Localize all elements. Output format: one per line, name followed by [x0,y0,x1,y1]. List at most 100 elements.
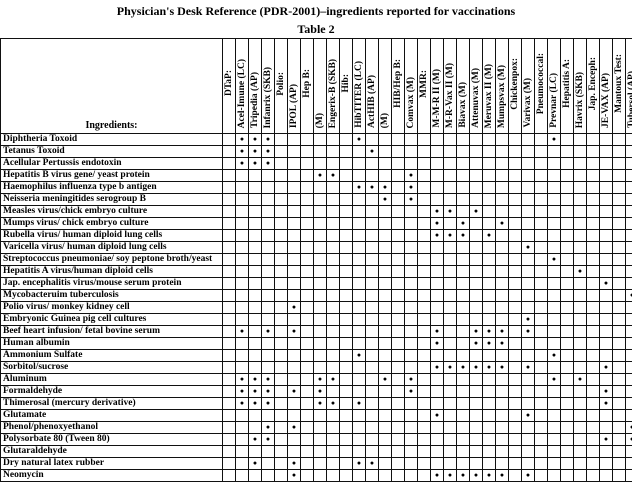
empty-cell [430,181,444,194]
column-label: Hepatitis A: [562,59,572,108]
empty-cell [560,445,574,458]
empty-cell [378,205,392,218]
empty-cell [469,421,483,434]
empty-cell [573,397,587,410]
ingredient-present-dot: ● [430,409,444,422]
empty-cell [404,277,418,290]
empty-cell [534,265,548,278]
empty-cell [521,373,535,386]
ingredient-present-dot: ● [287,325,301,338]
empty-cell [313,145,327,158]
empty-cell [482,157,496,170]
empty-cell [586,433,600,446]
empty-cell [352,289,366,302]
ingredient-present-dot: ● [482,469,496,482]
empty-cell [222,241,236,254]
vaccine-column-header: M-M-R II (M) [430,38,444,134]
empty-cell [404,289,418,302]
vaccine-column-header: Biavax (M) [456,38,470,134]
empty-cell [404,421,418,434]
empty-cell [300,349,314,362]
empty-cell [378,265,392,278]
empty-cell [612,145,626,158]
empty-cell [612,157,626,170]
column-label: Varivax (M) [523,78,533,128]
empty-cell [612,373,626,386]
table-row: Jap. encephalitis virus/mouse serum prot… [0,277,632,290]
empty-cell [586,193,600,206]
empty-cell [560,229,574,242]
vaccine-column-header: Infanrix (SKB) [261,38,275,134]
empty-cell [417,409,431,422]
empty-cell [469,265,483,278]
empty-cell [482,217,496,230]
empty-cell [573,301,587,314]
empty-cell [625,241,632,254]
empty-cell [443,169,457,182]
empty-cell [313,469,327,482]
empty-cell [534,421,548,434]
empty-cell [417,133,431,146]
table-row: Hepatitis B virus gene/ yeast protein ● ● ● [0,169,632,182]
vaccine-category-header: Mantoux Test: [612,38,626,134]
empty-cell [482,241,496,254]
empty-cell [508,217,522,230]
empty-cell [456,157,470,170]
empty-cell [274,373,288,386]
empty-cell [274,181,288,194]
column-label: Attenuvax (M) [471,68,481,128]
empty-cell [469,289,483,302]
empty-cell [300,421,314,434]
empty-cell [326,433,340,446]
empty-cell [508,421,522,434]
vaccine-category-header: HIB/Hep B: [391,38,405,134]
empty-cell [222,409,236,422]
empty-cell [560,433,574,446]
empty-cell [287,193,301,206]
empty-cell [261,313,275,326]
column-label: IPOL (AP) [289,83,299,128]
empty-cell [313,421,327,434]
empty-cell [235,349,249,362]
ingredient-present-dot: ● [430,205,444,218]
empty-cell [235,181,249,194]
empty-cell [612,349,626,362]
empty-cell [443,337,457,350]
empty-cell [573,337,587,350]
table-row: Mycobacteruim tuberculosis ● [0,289,632,302]
empty-cell [404,469,418,482]
empty-cell [534,289,548,302]
ingredient-present-dot: ● [573,265,587,278]
empty-cell [313,157,327,170]
empty-cell [521,349,535,362]
ingredient-present-dot: ● [287,385,301,398]
empty-cell [274,397,288,410]
empty-cell [599,421,613,434]
table-row: Glutaraldehyde [0,445,632,458]
empty-cell [612,265,626,278]
empty-cell [599,241,613,254]
empty-cell [508,373,522,386]
empty-cell [339,205,353,218]
empty-cell [365,289,379,302]
empty-cell [534,133,548,146]
empty-cell [482,445,496,458]
column-label: Havrix (SKB) [575,71,585,128]
empty-cell [404,457,418,470]
empty-cell [560,205,574,218]
empty-cell [586,457,600,470]
empty-cell [560,397,574,410]
empty-cell [599,409,613,422]
empty-cell [235,229,249,242]
empty-cell [339,241,353,254]
empty-cell [430,157,444,170]
empty-cell [300,229,314,242]
column-label: Infanrix (SKB) [263,66,273,129]
ingredient-present-dot: ● [482,325,496,338]
empty-cell [625,409,632,422]
empty-cell [313,277,327,290]
empty-cell [456,265,470,278]
empty-cell [612,361,626,374]
vaccine-category-header: Polio: [274,38,288,134]
empty-cell [326,277,340,290]
